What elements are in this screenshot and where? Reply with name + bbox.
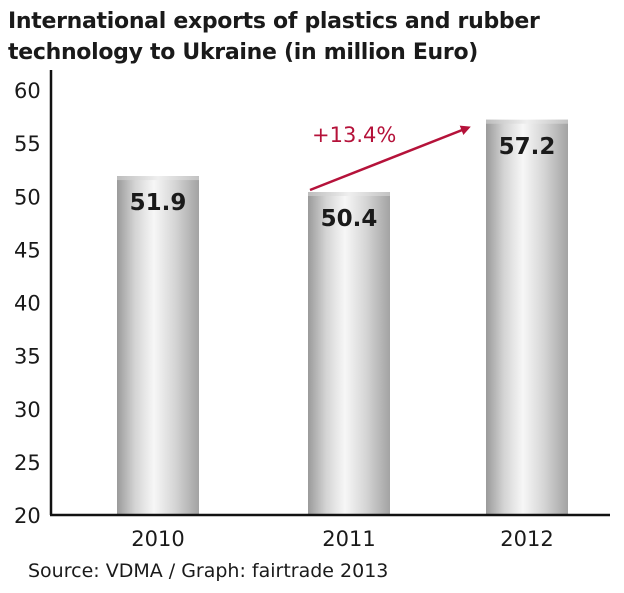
bar-2012: [486, 119, 568, 515]
value-label-2012: 57.2: [499, 134, 556, 160]
bar-chart: 20 25 30 35 40 45 50 55 60 51.9 50.4 57.2 2010 2011…: [14, 70, 610, 551]
source-note: Source: VDMA / Graph: fairtrade 2013: [28, 560, 389, 582]
y-tick-label-55: 55: [14, 132, 41, 156]
x-tick-label-2012: 2012: [500, 527, 553, 551]
growth-arrow: [309, 125, 471, 192]
bar-top-2010: [117, 176, 199, 181]
value-labels: 51.9 50.4 57.2: [130, 134, 556, 232]
bar-top-2012: [486, 119, 568, 124]
x-axis-labels: 2010 2011 2012: [131, 527, 553, 551]
y-tick-label-30: 30: [14, 398, 41, 422]
y-tick-label-45: 45: [14, 238, 41, 262]
growth-annotation: +13.4%: [309, 123, 471, 192]
y-tick-label-40: 40: [14, 292, 41, 316]
x-tick-label-2011: 2011: [322, 527, 375, 551]
chart-title-line-2: technology to Ukraine (in million Euro): [8, 40, 479, 65]
bar-2011: [308, 192, 390, 515]
y-axis-ticks: 20 25 30 35 40 45 50 55 60: [14, 79, 41, 528]
bar-top-2011: [308, 192, 390, 196]
value-label-2010: 51.9: [130, 190, 187, 216]
y-tick-label-35: 35: [14, 345, 41, 369]
x-tick-label-2010: 2010: [131, 527, 184, 551]
bar-2010: [117, 176, 199, 515]
chart-title: International exports of plastics and ru…: [8, 6, 618, 68]
value-label-2011: 50.4: [321, 206, 378, 232]
growth-annotation-label: +13.4%: [312, 123, 396, 147]
bars: [117, 119, 568, 515]
y-tick-label-60: 60: [14, 79, 41, 103]
y-tick-label-20: 20: [14, 504, 41, 528]
y-tick-label-50: 50: [14, 185, 41, 209]
y-tick-label-25: 25: [14, 451, 41, 475]
chart-title-line-1: International exports of plastics and ru…: [8, 9, 540, 34]
